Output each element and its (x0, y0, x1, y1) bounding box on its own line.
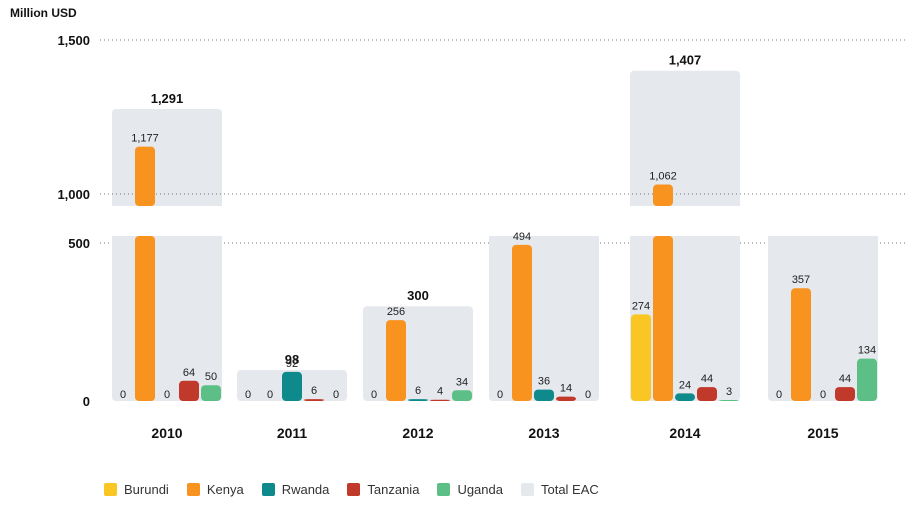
bar-rwanda (675, 393, 695, 401)
bar-kenya (653, 184, 673, 206)
data-label: 44 (701, 373, 713, 385)
data-label: 1,062 (649, 171, 677, 183)
bar-kenya (791, 288, 811, 401)
total-eac-box (112, 108, 222, 401)
data-label: 6 (311, 385, 317, 397)
x-tick-label: 2013 (528, 425, 559, 441)
legend-item: Rwanda (261, 482, 330, 497)
bar-tanzania (179, 380, 199, 401)
data-label: 24 (679, 379, 691, 391)
data-label: 494 (513, 231, 531, 243)
data-label: 0 (371, 389, 377, 401)
bar-tanzania (304, 399, 324, 401)
bar-tanzania (697, 387, 717, 401)
data-label: 0 (497, 389, 503, 401)
bar-uganda (719, 400, 739, 401)
legend-label: Uganda (457, 482, 503, 497)
y-tick-label: 500 (68, 236, 90, 251)
total-eac-label: 1,291 (151, 91, 184, 106)
x-tick-label: 2010 (151, 425, 182, 441)
data-label: 1,177 (131, 133, 159, 145)
legend-swatch (437, 483, 451, 496)
data-label: 0 (245, 389, 251, 401)
bar-kenya (386, 320, 406, 401)
data-label: 50 (205, 371, 217, 383)
bar-tanzania (556, 396, 576, 401)
bar-uganda (452, 390, 472, 401)
data-label: 256 (387, 306, 405, 318)
bar-rwanda (534, 389, 554, 401)
x-tick-label: 2015 (807, 425, 838, 441)
data-label: 64 (183, 367, 195, 379)
y-tick-label: 0 (83, 394, 90, 409)
data-label: 44 (839, 373, 851, 385)
data-label: 0 (267, 389, 273, 401)
data-label: 274 (632, 300, 650, 312)
bar-kenya (135, 146, 155, 206)
data-label: 3 (726, 386, 732, 398)
legend-label: Kenya (206, 482, 244, 497)
bar-rwanda (282, 371, 302, 401)
data-label: 34 (456, 376, 468, 388)
x-tick-label: 2011 (277, 425, 308, 441)
bar-kenya (653, 236, 673, 401)
legend-swatch (261, 483, 275, 496)
bar-kenya (135, 236, 155, 401)
chart-legend: Burundi Kenya Rwanda Tanzania Uganda Total EA… (104, 482, 617, 497)
legend-swatch (347, 483, 361, 496)
bar-uganda (201, 385, 221, 401)
total-eac-label: 1,407 (669, 53, 702, 68)
data-label: 92 (286, 358, 298, 370)
data-label: 0 (164, 389, 170, 401)
total-eac-label: 300 (407, 288, 429, 303)
bar-kenya (512, 244, 532, 401)
axis-break-band (98, 206, 907, 236)
data-label: 0 (776, 389, 782, 401)
data-label: 4 (437, 386, 443, 398)
y-axis-unit-label: Million USD (10, 6, 77, 20)
bar-rwanda (408, 399, 428, 401)
legend-label: Total EAC (540, 482, 599, 497)
legend-item: Burundi (104, 482, 169, 497)
bar-tanzania (430, 399, 450, 401)
data-label: 36 (538, 376, 550, 388)
data-label: 0 (333, 389, 339, 401)
legend-item: Uganda (437, 482, 503, 497)
bar-burundi (631, 314, 651, 401)
legend-item: Kenya (186, 482, 244, 497)
legend-label: Rwanda (281, 482, 330, 497)
legend-label: Tanzania (367, 482, 420, 497)
data-label: 357 (792, 274, 810, 286)
legend-item: Tanzania (347, 482, 419, 497)
total-eac-label: 98 (285, 352, 299, 367)
legend-swatch (520, 483, 534, 496)
x-tick-label: 2014 (669, 425, 700, 441)
bar-uganda (857, 358, 877, 401)
bar-tanzania (835, 387, 855, 401)
data-label: 134 (858, 345, 876, 357)
data-label: 0 (120, 389, 126, 401)
bar-chart: 05001,0001,5001,291983005441,40753501,17… (57, 33, 907, 441)
y-tick-label: 1,000 (57, 187, 90, 202)
legend-swatch (186, 483, 200, 496)
y-tick-label: 1,500 (57, 33, 90, 48)
x-tick-label: 2012 (402, 425, 433, 441)
data-label: 14 (560, 383, 572, 395)
legend-item: Total EAC (520, 482, 599, 497)
data-label: 0 (820, 389, 826, 401)
legend-label: Burundi (124, 482, 169, 497)
data-label: 0 (585, 389, 591, 401)
data-label: 6 (415, 385, 421, 397)
legend-swatch (104, 483, 117, 496)
